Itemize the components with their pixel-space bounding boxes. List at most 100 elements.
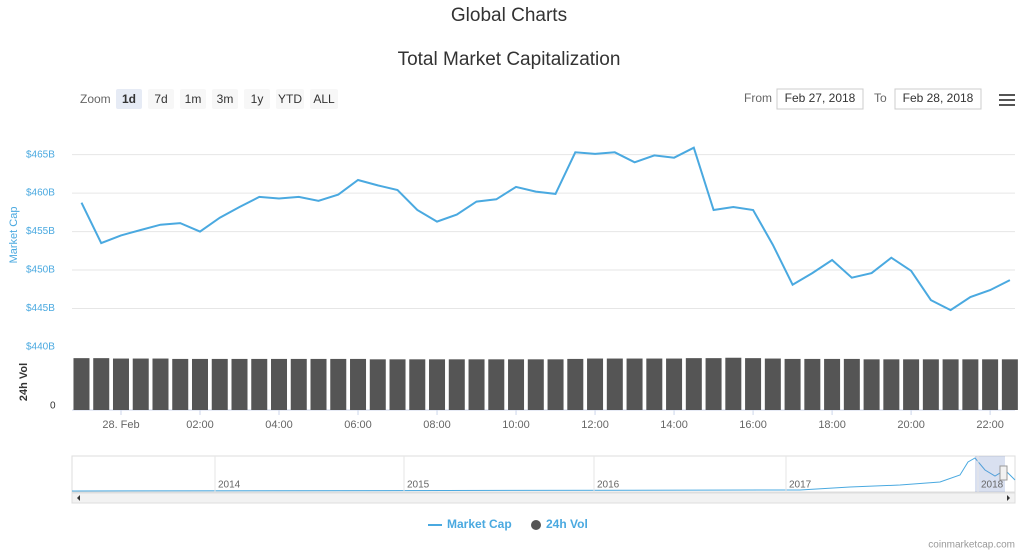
volume-bar bbox=[488, 359, 505, 410]
volume-bar bbox=[922, 359, 939, 410]
legend-label[interactable]: Market Cap bbox=[447, 517, 512, 531]
volume-bar bbox=[863, 359, 880, 410]
volume-bar bbox=[547, 359, 564, 410]
zoom-button[interactable]: 1d bbox=[116, 89, 142, 109]
volume-bar bbox=[152, 358, 169, 410]
x-tick-label: 16:00 bbox=[739, 419, 767, 431]
volume-bar bbox=[705, 358, 722, 410]
button-bg bbox=[244, 89, 270, 109]
x-tick-label: 10:00 bbox=[502, 419, 530, 431]
button-label[interactable]: 7d bbox=[154, 92, 167, 106]
volume-bar bbox=[112, 358, 129, 410]
from-date[interactable]: Feb 27, 2018 bbox=[785, 91, 856, 105]
button-bg bbox=[180, 89, 206, 109]
volume-bar bbox=[290, 358, 307, 410]
volume-bar bbox=[271, 358, 288, 410]
volume-bar bbox=[310, 358, 327, 410]
button-bg bbox=[276, 89, 304, 109]
to-label: To bbox=[874, 91, 887, 105]
legend-label[interactable]: 24h Vol bbox=[546, 517, 588, 531]
button-bg bbox=[212, 89, 238, 109]
volume-bar bbox=[903, 359, 920, 410]
volume-bar bbox=[962, 359, 979, 410]
to-date[interactable]: Feb 28, 2018 bbox=[903, 91, 974, 105]
volume-bar bbox=[211, 358, 228, 410]
y2-tick-label: 0 bbox=[50, 401, 56, 412]
page-title: Global Charts bbox=[451, 5, 567, 26]
navigator-label: 2017 bbox=[789, 480, 812, 491]
volume-bar bbox=[448, 359, 465, 410]
x-tick-label: 22:00 bbox=[976, 419, 1004, 431]
x-tick-label: 28. Feb bbox=[102, 419, 139, 431]
volume-bar bbox=[685, 358, 702, 410]
button-label[interactable]: ALL bbox=[313, 92, 335, 106]
y-tick-label: $455B bbox=[26, 226, 55, 237]
volume-bar bbox=[172, 358, 189, 410]
volume-bar bbox=[350, 358, 367, 410]
x-tick-label: 14:00 bbox=[660, 419, 688, 431]
button-label[interactable]: YTD bbox=[278, 92, 302, 106]
button-label[interactable]: 3m bbox=[217, 92, 234, 106]
zoom-button[interactable]: ALL bbox=[310, 89, 338, 109]
volume-bar bbox=[231, 358, 248, 410]
button-label[interactable]: 1m bbox=[185, 92, 202, 106]
volume-bar bbox=[942, 359, 959, 410]
volume-bar bbox=[251, 358, 268, 410]
button-bg bbox=[310, 89, 338, 109]
y-tick-label: $450B bbox=[26, 265, 55, 276]
zoom-button[interactable]: 7d bbox=[148, 89, 174, 109]
navigator-label: 2016 bbox=[597, 480, 620, 491]
volume-bar bbox=[725, 357, 742, 410]
y-tick-label: $460B bbox=[26, 188, 55, 199]
zoom-button[interactable]: 3m bbox=[212, 89, 238, 109]
volume-bar bbox=[784, 358, 801, 410]
legend-icon bbox=[531, 520, 541, 530]
button-bg bbox=[116, 89, 142, 109]
volume-bar bbox=[804, 358, 821, 410]
volume-bar bbox=[132, 358, 149, 410]
volume-bar bbox=[429, 359, 446, 410]
volume-bar bbox=[824, 358, 841, 410]
x-tick-label: 20:00 bbox=[897, 419, 925, 431]
volume-bar bbox=[606, 358, 623, 410]
volume-bar bbox=[409, 359, 426, 410]
x-tick-label: 04:00 bbox=[265, 419, 293, 431]
zoom-button[interactable]: YTD bbox=[276, 89, 304, 109]
to-input[interactable] bbox=[894, 88, 982, 110]
y-axis-title: Market Cap bbox=[8, 207, 20, 264]
from-input[interactable] bbox=[776, 88, 864, 110]
y-tick-label: $440B bbox=[26, 342, 55, 353]
volume-bar bbox=[745, 358, 762, 410]
volume-bar bbox=[73, 358, 90, 410]
volume-bar bbox=[1001, 359, 1018, 410]
volume-bar bbox=[843, 358, 860, 410]
menu-icon[interactable] bbox=[999, 94, 1015, 106]
navigator bbox=[71, 455, 1016, 504]
volume-bar bbox=[527, 359, 544, 410]
y-tick-label: $465B bbox=[26, 149, 55, 160]
volume-bar bbox=[626, 358, 643, 410]
zoom-button[interactable]: 1m bbox=[180, 89, 206, 109]
navigator-label: 2018 bbox=[981, 480, 1004, 491]
x-tick-label: 06:00 bbox=[344, 419, 372, 431]
button-label[interactable]: 1y bbox=[251, 92, 264, 106]
x-tick-label: 02:00 bbox=[186, 419, 214, 431]
x-tick-label: 18:00 bbox=[818, 419, 846, 431]
volume-bar bbox=[468, 359, 485, 410]
volume-bar bbox=[389, 359, 406, 410]
volume-bar bbox=[93, 358, 110, 410]
zoom-button[interactable]: 1y bbox=[244, 89, 270, 109]
x-tick-label: 08:00 bbox=[423, 419, 451, 431]
volume-bar bbox=[587, 358, 604, 410]
volume-bar bbox=[666, 358, 683, 410]
navigator-label: 2014 bbox=[218, 480, 241, 491]
volume-bar bbox=[330, 358, 347, 410]
button-bg bbox=[148, 89, 174, 109]
y2-axis-title: 24h Vol bbox=[18, 363, 30, 401]
y-tick-label: $445B bbox=[26, 303, 55, 314]
volume-bar bbox=[191, 358, 208, 410]
credit: coinmarketcap.com bbox=[928, 540, 1015, 551]
volume-bar bbox=[567, 358, 584, 410]
from-label: From bbox=[744, 91, 772, 105]
button-label[interactable]: 1d bbox=[122, 92, 136, 106]
